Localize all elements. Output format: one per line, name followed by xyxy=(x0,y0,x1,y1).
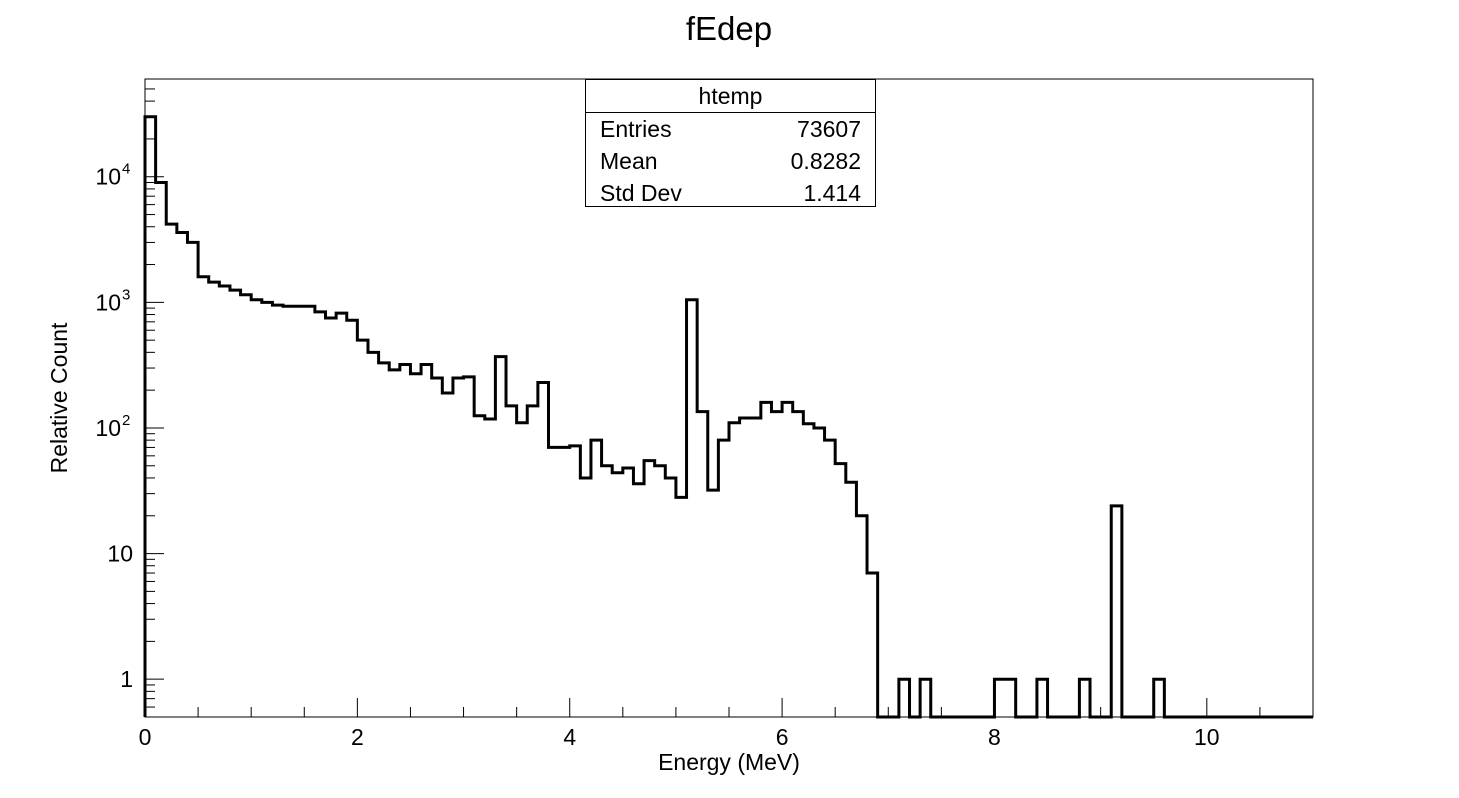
y-tick-label: 10 xyxy=(107,541,133,567)
y-axis-ticks xyxy=(145,78,164,718)
x-tick-label: 2 xyxy=(351,724,364,750)
x-tick-label: 8 xyxy=(988,724,1001,750)
x-tick-label: 4 xyxy=(563,724,576,750)
stats-stddev-value: 1.414 xyxy=(803,180,861,206)
stats-mean-value: 0.8282 xyxy=(790,148,861,174)
x-tick-label: 6 xyxy=(776,724,789,750)
y-tick-label: 10 xyxy=(95,164,121,190)
x-axis-label: Energy (MeV) xyxy=(658,749,800,775)
x-axis-tick-labels: 0 2 4 6 8 10 xyxy=(139,724,1220,750)
histogram-series-line xyxy=(143,115,1313,719)
y-tick-label: 10 xyxy=(95,415,121,441)
stats-entries-label: Entries xyxy=(600,116,672,142)
stats-box: htemp Entries 73607 Mean 0.8282 Std Dev … xyxy=(585,79,876,207)
y-tick-label-exponent: 2 xyxy=(122,412,130,429)
stats-row-mean: Mean 0.8282 xyxy=(586,145,875,177)
stats-entries-value: 73607 xyxy=(797,116,861,142)
y-tick-label: 1 xyxy=(120,666,133,692)
y-tick-label: 10 xyxy=(95,289,121,315)
stats-stddev-label: Std Dev xyxy=(600,180,682,206)
stats-mean-label: Mean xyxy=(600,148,658,174)
x-tick-label: 10 xyxy=(1194,724,1220,750)
stats-row-entries: Entries 73607 xyxy=(586,113,875,145)
stats-row-stddev: Std Dev 1.414 xyxy=(586,177,875,209)
y-tick-label-exponent: 3 xyxy=(122,286,130,303)
chart-title: fEdep xyxy=(686,10,772,47)
x-axis-ticks xyxy=(144,698,1314,717)
y-axis-label: Relative Count xyxy=(46,322,72,473)
y-tick-label-exponent: 4 xyxy=(122,161,130,178)
x-tick-label: 0 xyxy=(139,724,152,750)
stats-title: htemp xyxy=(586,80,875,113)
